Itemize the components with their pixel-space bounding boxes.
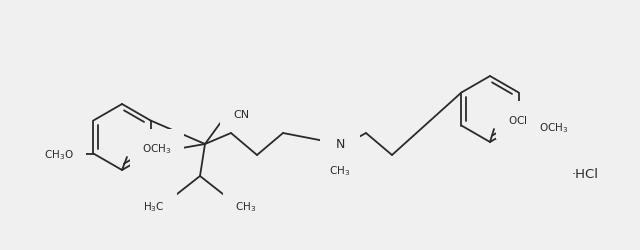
Text: CH$_3$: CH$_3$ [330,164,351,177]
Text: CN: CN [233,110,249,120]
Text: CH$_3$: CH$_3$ [236,199,257,213]
Text: OCH$_3$: OCH$_3$ [142,142,172,155]
Text: CH$_3$O: CH$_3$O [44,148,74,162]
Text: H$_3$C: H$_3$C [143,199,164,213]
Text: OCH$_3$: OCH$_3$ [508,114,538,128]
Text: ·HCl: ·HCl [572,168,598,181]
Text: N: N [335,138,345,151]
Text: OCH$_3$: OCH$_3$ [539,121,568,135]
